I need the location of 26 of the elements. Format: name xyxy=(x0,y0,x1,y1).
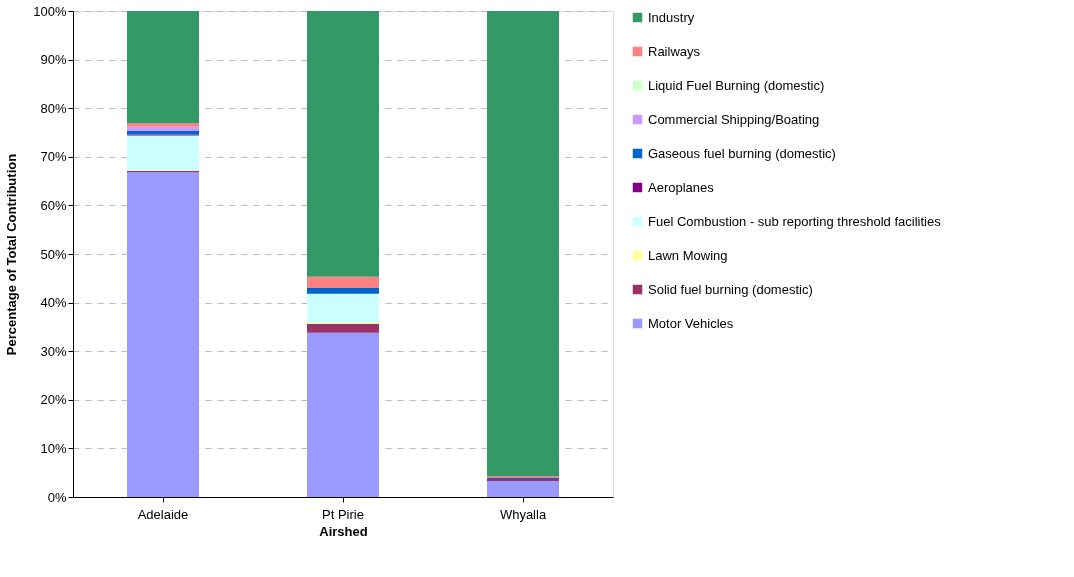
legend-label: Motor Vehicles xyxy=(648,315,734,331)
legend-label: Aeroplanes xyxy=(648,179,715,195)
y-tick-label: 40% xyxy=(40,295,67,311)
y-tick-label: 80% xyxy=(40,100,67,116)
y-tick-label: 50% xyxy=(40,246,67,262)
y-axis-title: Percentage of Total Contribution xyxy=(4,153,20,356)
x-tick-label: Pt Pirie xyxy=(322,506,364,522)
legend-label: Liquid Fuel Burning (domestic) xyxy=(648,77,825,93)
x-tick-label: Adelaide xyxy=(137,506,189,522)
y-tick-label: 60% xyxy=(40,197,67,213)
legend-label: Industry xyxy=(648,9,695,25)
y-tick-label: 30% xyxy=(40,343,67,359)
legend-label: Commercial Shipping/Boating xyxy=(648,111,820,127)
x-tick-label: Whyalla xyxy=(499,506,547,522)
y-tick-label: 20% xyxy=(40,392,67,408)
y-tick-label: 100% xyxy=(33,3,67,19)
y-tick-label: 90% xyxy=(40,52,67,68)
legend-label: Solid fuel burning (domestic) xyxy=(648,281,813,297)
legend-label: Railways xyxy=(648,43,701,59)
legend-label: Lawn Mowing xyxy=(648,247,728,263)
x-axis-title: Airshed xyxy=(319,523,368,539)
y-tick-label: 70% xyxy=(40,149,67,165)
y-tick-label: 10% xyxy=(40,440,67,456)
legend-label: Fuel Combustion - sub reporting threshold facilities xyxy=(648,213,942,229)
legend-label: Gaseous fuel burning (domestic) xyxy=(648,145,836,161)
y-tick-label: 0% xyxy=(47,489,67,505)
